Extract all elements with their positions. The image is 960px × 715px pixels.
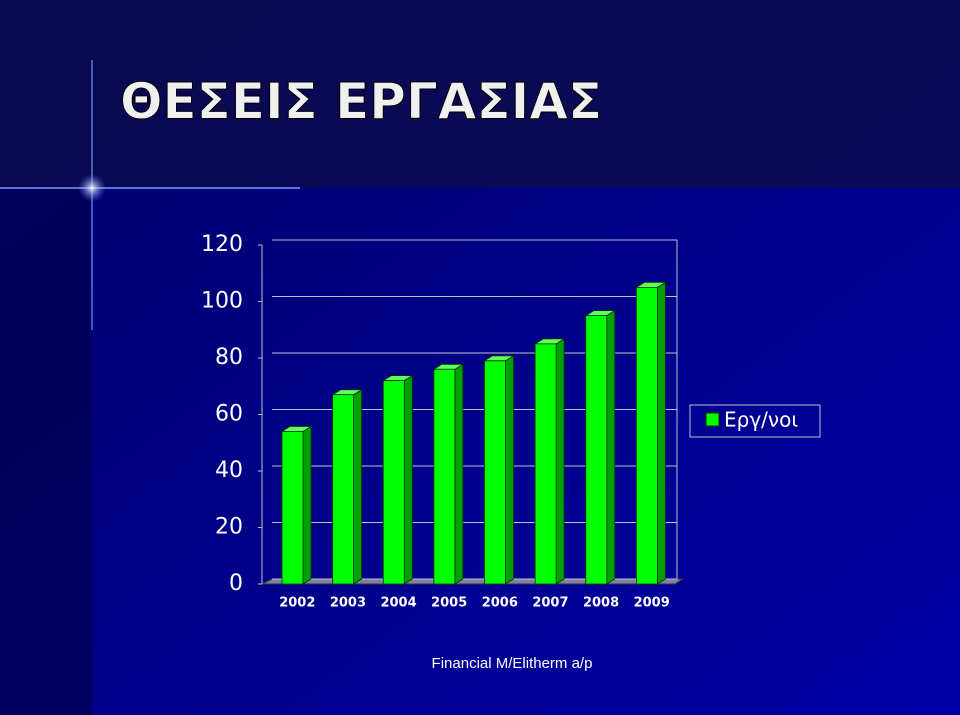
bar-front	[382, 380, 405, 585]
bar	[381, 374, 414, 585]
y-tick-label: 20	[215, 515, 243, 540]
bar-front	[585, 315, 608, 585]
bar	[533, 338, 566, 585]
bar	[331, 389, 364, 585]
y-tick-label: 80	[215, 345, 243, 370]
x-tick-label: 2002	[279, 596, 315, 611]
x-tick-label: 2003	[330, 596, 366, 611]
bar-side	[606, 309, 616, 585]
bar-front	[332, 394, 355, 585]
bar-side	[656, 281, 666, 585]
x-tick-label: 2007	[532, 596, 568, 611]
bar-front	[433, 368, 456, 585]
bar-side	[505, 355, 514, 585]
y-tick-label: 40	[215, 458, 243, 483]
floor	[261, 578, 685, 585]
chart-title: ΘΕΣΕΙΣ ΕΡΓΑΣΙΑΣ	[120, 73, 602, 131]
legend-swatch	[705, 412, 720, 427]
bar-front	[281, 431, 304, 585]
flare	[78, 174, 106, 202]
bar	[634, 281, 667, 585]
x-tick-label: 2009	[634, 596, 670, 611]
y-tick-label: 0	[229, 571, 243, 596]
header-band	[0, 0, 960, 188]
bar-front	[534, 343, 557, 585]
footer: Financial M/Elitherm a/p	[432, 655, 593, 672]
left-band	[0, 188, 92, 715]
bar-side	[555, 338, 565, 585]
bar	[584, 309, 617, 585]
legend-label: Εργ/νοι	[724, 408, 798, 432]
x-tick-label: 2005	[431, 596, 467, 611]
y-tick-label: 120	[201, 232, 243, 257]
x-tick-label: 2008	[583, 596, 619, 611]
x-tick-label: 2006	[482, 596, 518, 611]
bar	[432, 363, 465, 585]
y-tick-label: 60	[215, 402, 243, 427]
y-tick-label: 100	[201, 289, 243, 314]
bar-side	[353, 389, 363, 585]
bar-side	[403, 374, 413, 585]
x-tick-label: 2004	[380, 596, 416, 611]
bar	[280, 425, 313, 585]
legend-box	[689, 404, 821, 438]
bar-side	[302, 425, 312, 585]
bar-front	[635, 286, 658, 585]
bar-side	[454, 363, 464, 585]
bar-front	[484, 360, 506, 585]
bar	[483, 355, 515, 585]
